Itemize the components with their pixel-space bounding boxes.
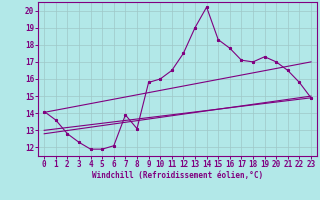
X-axis label: Windchill (Refroidissement éolien,°C): Windchill (Refroidissement éolien,°C): [92, 171, 263, 180]
